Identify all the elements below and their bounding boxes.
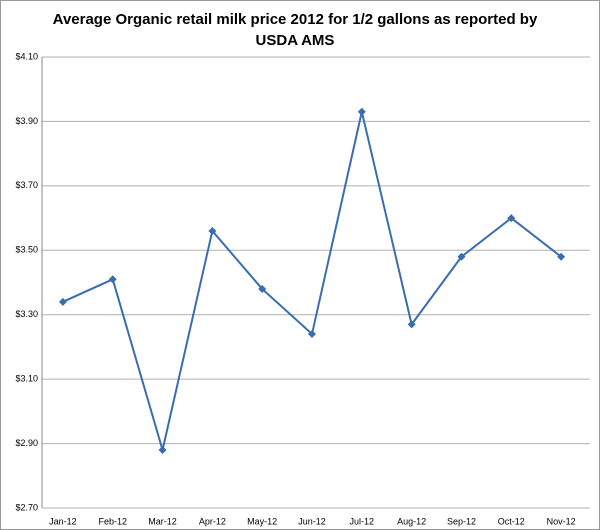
x-tick-label: May-12 bbox=[247, 516, 277, 526]
marker bbox=[557, 252, 566, 261]
y-tick-label: $3.10 bbox=[15, 374, 38, 384]
x-tick-label: Jan-12 bbox=[49, 516, 77, 526]
marker bbox=[357, 107, 366, 116]
y-tick-label: $3.50 bbox=[15, 245, 38, 255]
x-tick-label: Sep-12 bbox=[447, 516, 476, 526]
chart-title: USDA AMS bbox=[256, 32, 335, 49]
marker bbox=[457, 252, 466, 261]
marker bbox=[108, 275, 117, 284]
marker bbox=[308, 330, 316, 339]
x-tick-label: Aug-12 bbox=[397, 516, 426, 526]
marker bbox=[158, 446, 167, 455]
marker bbox=[58, 297, 67, 306]
x-tick-label: Nov-12 bbox=[547, 516, 576, 526]
x-tick-label: Jul-12 bbox=[350, 516, 375, 526]
marker bbox=[208, 226, 217, 235]
x-tick-label: Oct-12 bbox=[498, 516, 525, 526]
x-tick-label: Mar-12 bbox=[148, 516, 177, 526]
x-tick-label: Feb-12 bbox=[98, 516, 127, 526]
marker bbox=[407, 320, 416, 329]
y-tick-label: $3.30 bbox=[15, 309, 38, 319]
marker bbox=[258, 284, 267, 293]
y-tick-label: $3.90 bbox=[15, 116, 38, 126]
chart-title: Average Organic retail milk price 2012 f… bbox=[53, 11, 538, 28]
y-tick-label: $2.90 bbox=[15, 438, 38, 448]
marker bbox=[507, 214, 516, 223]
y-tick-label: $4.10 bbox=[15, 51, 38, 61]
y-tick-label: $3.70 bbox=[15, 180, 38, 190]
y-tick-label: $2.70 bbox=[15, 502, 38, 512]
x-tick-label: Apr-12 bbox=[199, 516, 226, 526]
x-tick-label: Jun-12 bbox=[298, 516, 326, 526]
